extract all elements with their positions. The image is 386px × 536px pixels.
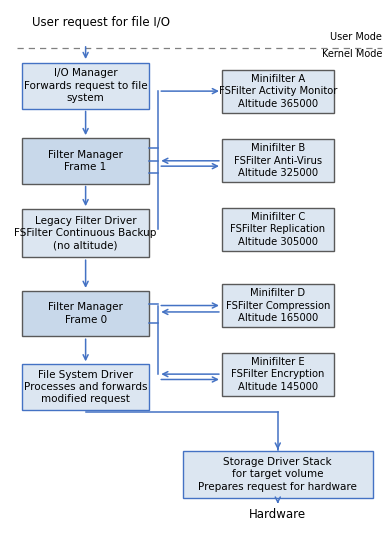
FancyBboxPatch shape [222,139,334,182]
Text: Minifilter D
FSFilter Compression
Altitude 165000: Minifilter D FSFilter Compression Altitu… [225,288,330,323]
Text: Minifilter A
FSFilter Activity Monitor
Altitude 365000: Minifilter A FSFilter Activity Monitor A… [218,74,337,108]
Text: Minifilter B
FSFilter Anti-Virus
Altitude 325000: Minifilter B FSFilter Anti-Virus Altitud… [234,144,322,178]
FancyBboxPatch shape [183,451,373,498]
FancyBboxPatch shape [22,364,149,410]
FancyBboxPatch shape [222,70,334,113]
Text: Minifilter C
FSFilter Replication
Altitude 305000: Minifilter C FSFilter Replication Altitu… [230,212,325,247]
Text: User Mode: User Mode [330,32,382,42]
Text: User request for file I/O: User request for file I/O [32,16,169,29]
Text: File System Driver
Processes and forwards
modified request: File System Driver Processes and forward… [24,370,147,404]
Text: Filter Manager
Frame 0: Filter Manager Frame 0 [48,302,123,325]
Text: Kernel Mode: Kernel Mode [322,49,382,59]
FancyBboxPatch shape [22,209,149,257]
Text: Hardware: Hardware [249,508,306,521]
FancyBboxPatch shape [22,138,149,184]
Text: Storage Driver Stack
for target volume
Prepares request for hardware: Storage Driver Stack for target volume P… [198,457,357,492]
FancyBboxPatch shape [22,291,149,337]
FancyBboxPatch shape [222,353,334,396]
FancyBboxPatch shape [222,284,334,327]
Text: Filter Manager
Frame 1: Filter Manager Frame 1 [48,150,123,172]
Text: I/O Manager
Forwards request to file
system: I/O Manager Forwards request to file sys… [24,69,147,103]
FancyBboxPatch shape [22,63,149,108]
Text: Legacy Filter Driver
FSFilter Continuous Backup
(no altitude): Legacy Filter Driver FSFilter Continuous… [14,216,157,250]
FancyBboxPatch shape [222,208,334,251]
Text: Minifilter E
FSFilter Encryption
Altitude 145000: Minifilter E FSFilter Encryption Altitud… [231,357,325,391]
